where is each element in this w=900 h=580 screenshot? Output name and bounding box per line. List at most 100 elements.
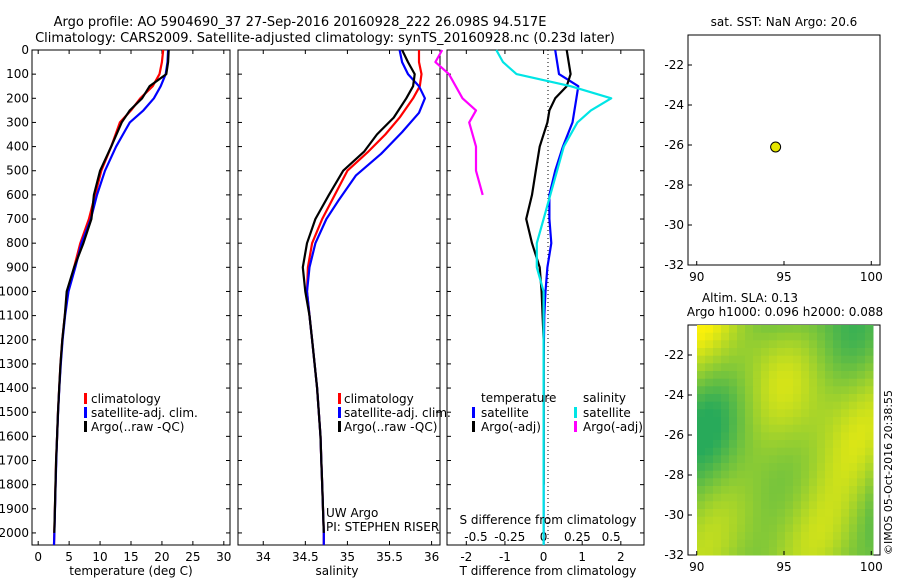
sla-heatmap-cell	[737, 524, 746, 533]
y-tick-label: 1800	[0, 478, 29, 492]
sla-heatmap-cell	[825, 463, 834, 472]
sla-heatmap-cell	[745, 378, 754, 387]
sla-heatmap-cell	[697, 539, 706, 548]
sla-heatmap-cell	[737, 332, 746, 341]
sla-heatmap-cell	[809, 394, 818, 403]
sla-heatmap-cell	[713, 532, 722, 541]
sla-heatmap-cell	[713, 417, 722, 426]
y-tick-label: 400	[6, 140, 29, 154]
sla-heatmap-cell	[841, 386, 850, 395]
y-tick-label: 1000	[0, 284, 29, 298]
sla-heatmap-cell	[761, 440, 770, 449]
sla-heatmap-cell	[849, 524, 858, 533]
legend-sal-satellite-swatch	[574, 407, 577, 418]
legend-sal-satellite-label: satellite	[583, 406, 631, 420]
sla-heatmap-cell	[737, 547, 746, 556]
sla-heatmap-cell	[809, 447, 818, 456]
sla-heatmap-cell	[761, 455, 770, 464]
sla-heatmap-cell	[865, 371, 874, 380]
legend-climatology-swatch	[84, 393, 87, 404]
sla-heatmap-cell	[849, 493, 858, 502]
y-tick-label: 1500	[0, 405, 29, 419]
sla-heatmap-cell	[761, 532, 770, 541]
sla-heatmap-cell	[729, 378, 738, 387]
sla-heatmap-cell	[737, 532, 746, 541]
sla-heatmap-cell	[849, 378, 858, 387]
sla-heatmap-cell	[777, 332, 786, 341]
sla-heatmap-cell	[713, 455, 722, 464]
sla-heatmap-cell	[737, 394, 746, 403]
sla-heatmap-cell	[705, 348, 714, 357]
sla-heatmap-cell	[857, 539, 866, 548]
sla-heatmap-cell	[793, 378, 802, 387]
x-tick-label: 34.5	[292, 550, 319, 564]
sla-heatmap-cell	[713, 478, 722, 487]
sla-heatmap-cell	[857, 532, 866, 541]
series-line-temperature-satellite	[542, 49, 580, 545]
sla-heatmap-cell	[753, 463, 762, 472]
sla-heatmap-cell	[849, 509, 858, 518]
sla-heatmap-cell	[793, 539, 802, 548]
sla-heatmap-cell	[865, 394, 874, 403]
sla-heatmap-cell	[705, 539, 714, 548]
legend-temp-satellite-label: satellite	[481, 406, 529, 420]
sla-heatmap-cell	[753, 325, 762, 334]
sla-heatmap-cell	[713, 547, 722, 556]
sla-heatmap-cell	[753, 355, 762, 364]
sla-heatmap-cell	[777, 325, 786, 334]
sla-heatmap-cell	[761, 424, 770, 433]
temperature-legend: climatology satellite-adj. clim. Argo(..…	[84, 392, 198, 434]
sla-heatmap-cell	[801, 470, 810, 479]
sla-heatmap-cell	[769, 394, 778, 403]
sla-heatmap-cell	[857, 325, 866, 334]
difference-legend: temperature satellite Argo(-adj) salinit…	[472, 391, 643, 434]
sla-heatmap-cell	[729, 417, 738, 426]
sla-heatmap-cell	[721, 447, 730, 456]
sla-heatmap-cell	[769, 516, 778, 525]
sla-heatmap-cell	[697, 355, 706, 364]
sla-heatmap-cell	[793, 470, 802, 479]
sla-heatmap-cell	[825, 432, 834, 441]
sla-heatmap-cell	[841, 401, 850, 410]
sla-heatmap-cell	[801, 493, 810, 502]
sla-heatmap-cell	[705, 409, 714, 418]
sla-heatmap-cell	[849, 516, 858, 525]
sla-heatmap-cell	[857, 447, 866, 456]
sla-heatmap-cell	[713, 363, 722, 372]
sla-heatmap-cell	[745, 394, 754, 403]
sla-heatmap-cell	[817, 547, 826, 556]
sla-heatmap-cell	[777, 378, 786, 387]
sla-heatmap-cell	[785, 401, 794, 410]
sla-heatmap-cell	[761, 447, 770, 456]
sla-heatmap-cell	[713, 501, 722, 510]
map-y-tick-label: -24	[664, 98, 684, 112]
figure-title-line2: Climatology: CARS2009. Satellite-adjuste…	[35, 31, 615, 46]
legend-argo-label: Argo(..raw -QC)	[344, 420, 437, 434]
sla-heatmap-cell	[809, 340, 818, 349]
sla-heatmap-cell	[737, 409, 746, 418]
sla-heatmap-cell	[865, 386, 874, 395]
x-tick-label: 25	[185, 550, 200, 564]
x-tick-label: 0	[540, 550, 548, 564]
sla-heatmap-cell	[729, 340, 738, 349]
sla-heatmap-cell	[801, 424, 810, 433]
sla-heatmap-cell	[761, 340, 770, 349]
sla-heatmap-cell	[825, 539, 834, 548]
sla-heatmap-cell	[865, 539, 874, 548]
sla-heatmap-cell	[769, 340, 778, 349]
sla-heatmap-cell	[849, 340, 858, 349]
sla-heatmap-cell	[857, 409, 866, 418]
sla-heatmap-cell	[817, 524, 826, 533]
sla-heatmap-cell	[697, 409, 706, 418]
series-line-satellite-adj-clim-	[305, 49, 426, 545]
sla-heatmap-cell	[761, 539, 770, 548]
sla-heatmap-cell	[849, 470, 858, 479]
map-y-tick-label: -22	[664, 58, 684, 72]
sla-heatmap-cell	[729, 355, 738, 364]
sla-heatmap-cell	[745, 524, 754, 533]
sla-heatmap-cell	[713, 440, 722, 449]
sla-heatmap-cell	[785, 424, 794, 433]
sla-heatmap-cell	[801, 401, 810, 410]
sla-heatmap-cell	[841, 355, 850, 364]
sla-heatmap-cell	[721, 340, 730, 349]
